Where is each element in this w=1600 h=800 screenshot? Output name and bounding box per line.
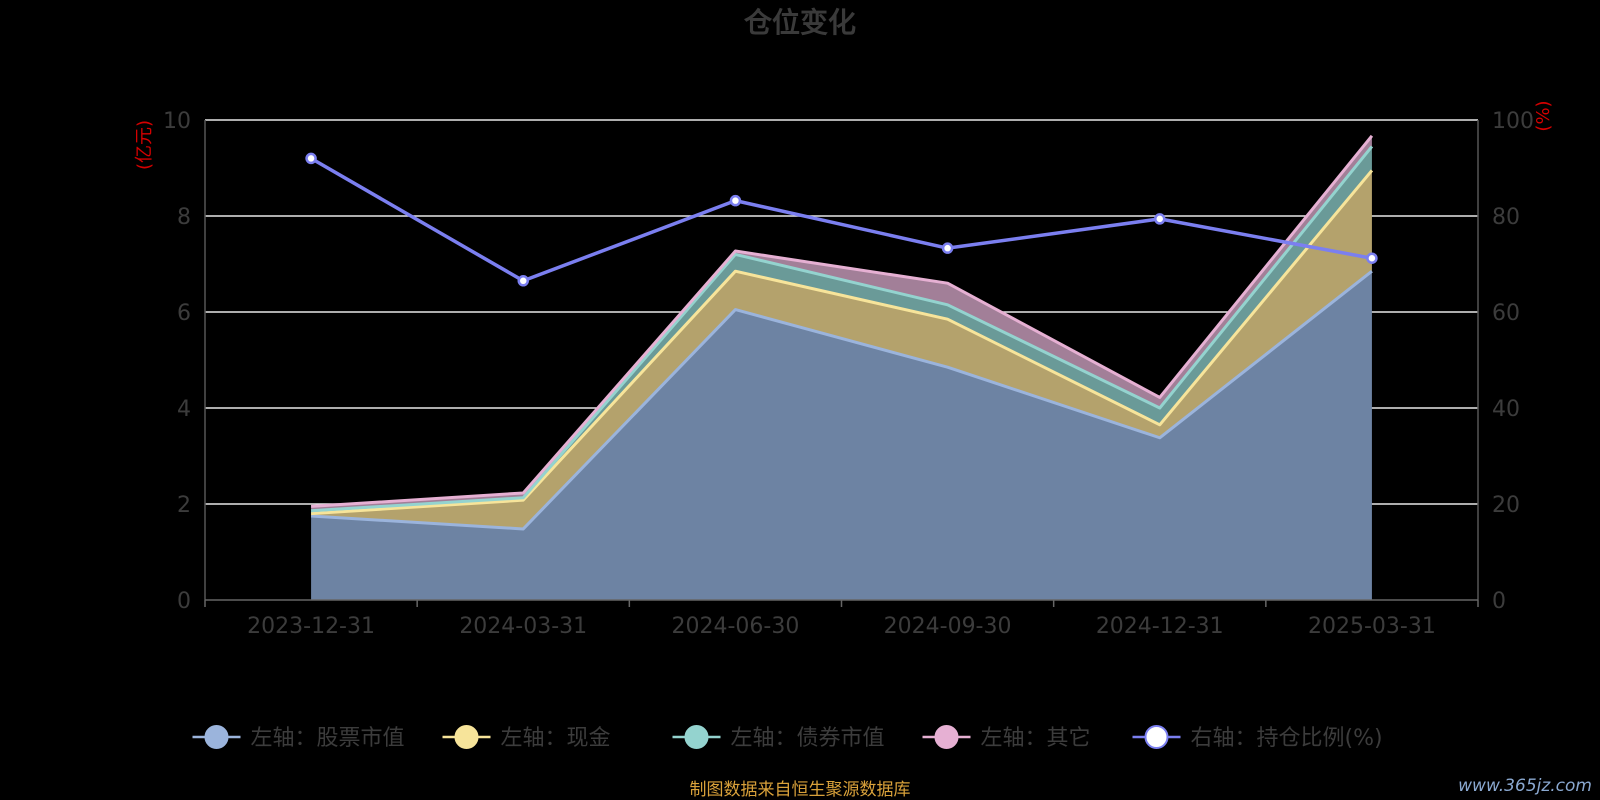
left-tick-label: 0 <box>177 589 191 614</box>
left-tick-label: 2 <box>177 493 191 518</box>
area-band <box>311 271 1372 600</box>
left-tick-label: 10 <box>163 109 191 134</box>
x-tick-label: 2024-09-30 <box>884 614 1012 639</box>
right-axis-unit: (%) <box>1533 100 1554 131</box>
stacked-areas <box>310 134 1374 600</box>
x-tick-label: 2024-12-31 <box>1096 614 1224 639</box>
legend-swatch-dot <box>454 725 479 749</box>
right-tick-label: 40 <box>1492 397 1520 422</box>
right-tick-label: 100 <box>1492 109 1534 134</box>
x-tick-label: 2024-06-30 <box>671 614 799 639</box>
area-top-line <box>310 169 1374 516</box>
ratio-line <box>305 152 1378 287</box>
right-tick-label: 60 <box>1492 301 1520 326</box>
left-tick-label: 6 <box>177 301 191 326</box>
source-note: 制图数据来自恒生聚源数据库 <box>690 780 911 800</box>
x-tick-label: 2023-12-31 <box>247 614 375 639</box>
left-tick-label: 4 <box>177 397 191 422</box>
x-tick-label: 2024-03-31 <box>459 614 587 639</box>
ratio-point[interactable] <box>1154 213 1166 225</box>
legend-swatch-dot <box>684 725 709 749</box>
legend-item[interactable]: 左轴：股票市值 <box>192 725 405 751</box>
area-top-line <box>310 145 1374 513</box>
left-tick-label: 8 <box>177 205 191 230</box>
ratio-point[interactable] <box>1366 252 1378 264</box>
legend-item[interactable]: 左轴：其它 <box>922 725 1091 751</box>
legend-label: 右轴：持仓比例(%) <box>1191 726 1383 751</box>
left-axis-unit: (亿元) <box>134 120 155 170</box>
legend-label: 左轴：股票市值 <box>251 726 405 751</box>
watermark: www.365jz.com <box>1458 776 1592 796</box>
legend-item[interactable]: 右轴：持仓比例(%) <box>1132 725 1383 751</box>
right-tick-label: 20 <box>1492 493 1520 518</box>
ratio-point[interactable] <box>729 194 742 207</box>
ratio-series-line <box>310 156 1373 283</box>
legend-swatch-dot <box>1144 725 1169 749</box>
chart-title: 仓位变化 <box>744 6 856 39</box>
ratio-point[interactable] <box>517 275 529 287</box>
area-top-line <box>310 134 1374 508</box>
legend-item[interactable]: 左轴：债券市值 <box>672 725 885 751</box>
legend-item[interactable]: 左轴：现金 <box>442 725 611 751</box>
legend-swatch-dot <box>934 725 959 749</box>
legend-label: 左轴：债券市值 <box>731 726 885 751</box>
right-tick-label: 80 <box>1492 205 1520 230</box>
legend-label: 左轴：现金 <box>501 726 611 751</box>
right-tick-label: 0 <box>1492 589 1506 614</box>
legend-swatch-dot <box>204 725 229 749</box>
area-top-line <box>310 270 1373 531</box>
ratio-point[interactable] <box>305 152 317 165</box>
ratio-point[interactable] <box>941 242 954 254</box>
legend[interactable]: 左轴：股票市值 左轴：现金 左轴：债券市值 左轴：其它 右轴：持仓比例(%) <box>192 725 1383 751</box>
legend-label: 左轴：其它 <box>981 726 1091 751</box>
x-tick-label: 2025-03-31 <box>1308 614 1436 639</box>
